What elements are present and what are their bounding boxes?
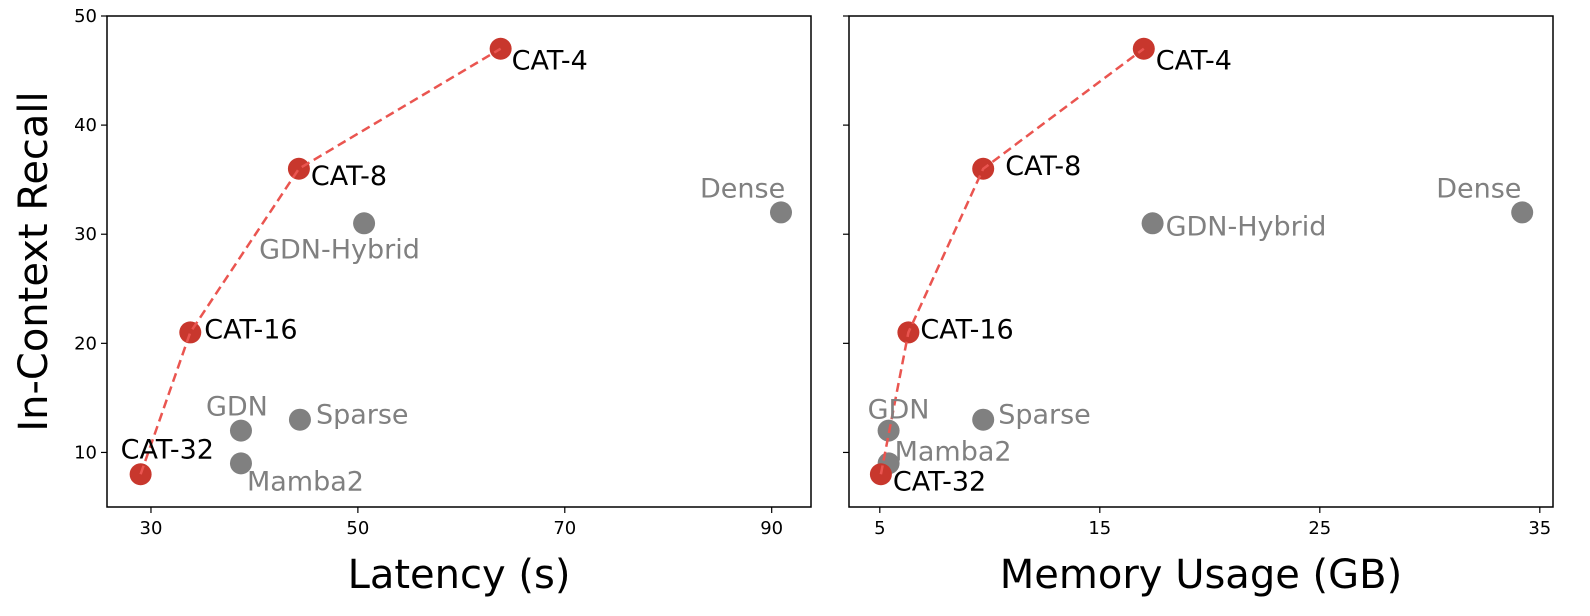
point-label: CAT-4 <box>512 46 588 77</box>
point-dense <box>1511 201 1534 224</box>
point-label: GDN <box>206 392 268 423</box>
point-label: Sparse <box>316 400 409 431</box>
x-tick-label: 15 <box>1088 518 1111 539</box>
point-label: Mamba2 <box>247 466 364 497</box>
point-label: CAT-8 <box>1005 151 1081 182</box>
x-axis-label: Latency (s) <box>348 552 571 598</box>
point-sparse <box>288 408 311 431</box>
plot-frame <box>848 15 1554 508</box>
point-gdn-hybrid <box>353 212 376 235</box>
point-label: Dense <box>700 173 785 204</box>
point-label: CAT-32 <box>121 434 214 465</box>
point-cat-8 <box>287 157 310 180</box>
y-tick-label: 50 <box>74 6 97 27</box>
point-label: CAT-8 <box>311 161 387 192</box>
point-label: GDN-Hybrid <box>1166 211 1327 242</box>
point-label: Sparse <box>998 400 1091 431</box>
plot-frame <box>106 15 812 508</box>
point-label: GDN-Hybrid <box>259 234 420 265</box>
panel-1: 30 50 70 90 10 20 30 40 50 Latency (s) In-Context … <box>11 6 812 598</box>
point-mamba2 <box>229 452 252 475</box>
y-tick-label: 30 <box>74 224 97 245</box>
point-dense <box>769 201 792 224</box>
x-tick-label: 70 <box>553 518 576 539</box>
point-label: GDN <box>868 395 930 426</box>
point-cat-16 <box>179 321 202 344</box>
cat-frontier-line <box>879 47 1145 475</box>
y-axis-label: In-Context Recall <box>11 91 57 431</box>
x-tick-label: 25 <box>1308 518 1331 539</box>
y-tick-label: 10 <box>74 442 97 463</box>
x-tick-label: 90 <box>760 518 783 539</box>
x-axis-label: Memory Usage (GB) <box>1000 552 1402 598</box>
point-label: CAT-16 <box>920 314 1013 345</box>
panel-2: 5 15 25 35 Memory Usage (GB) CAT-32 CAT-16 CAT-… <box>843 15 1554 598</box>
x-tick-label: 30 <box>140 518 163 539</box>
y-tick-label: 20 <box>74 333 97 354</box>
point-gdn <box>229 419 252 442</box>
cat-frontier-line <box>139 47 502 475</box>
x-tick-label: 50 <box>346 518 369 539</box>
point-label: CAT-16 <box>204 314 297 345</box>
point-sparse <box>972 408 995 431</box>
x-tick-label: 5 <box>874 518 885 539</box>
y-tick-label: 40 <box>74 115 97 136</box>
point-gdn-hybrid <box>1141 212 1164 235</box>
point-label: CAT-32 <box>893 466 986 497</box>
point-label: CAT-4 <box>1156 46 1232 77</box>
x-tick-label: 35 <box>1528 518 1551 539</box>
point-label: Dense <box>1436 173 1521 204</box>
point-label: Mamba2 <box>895 436 1012 467</box>
